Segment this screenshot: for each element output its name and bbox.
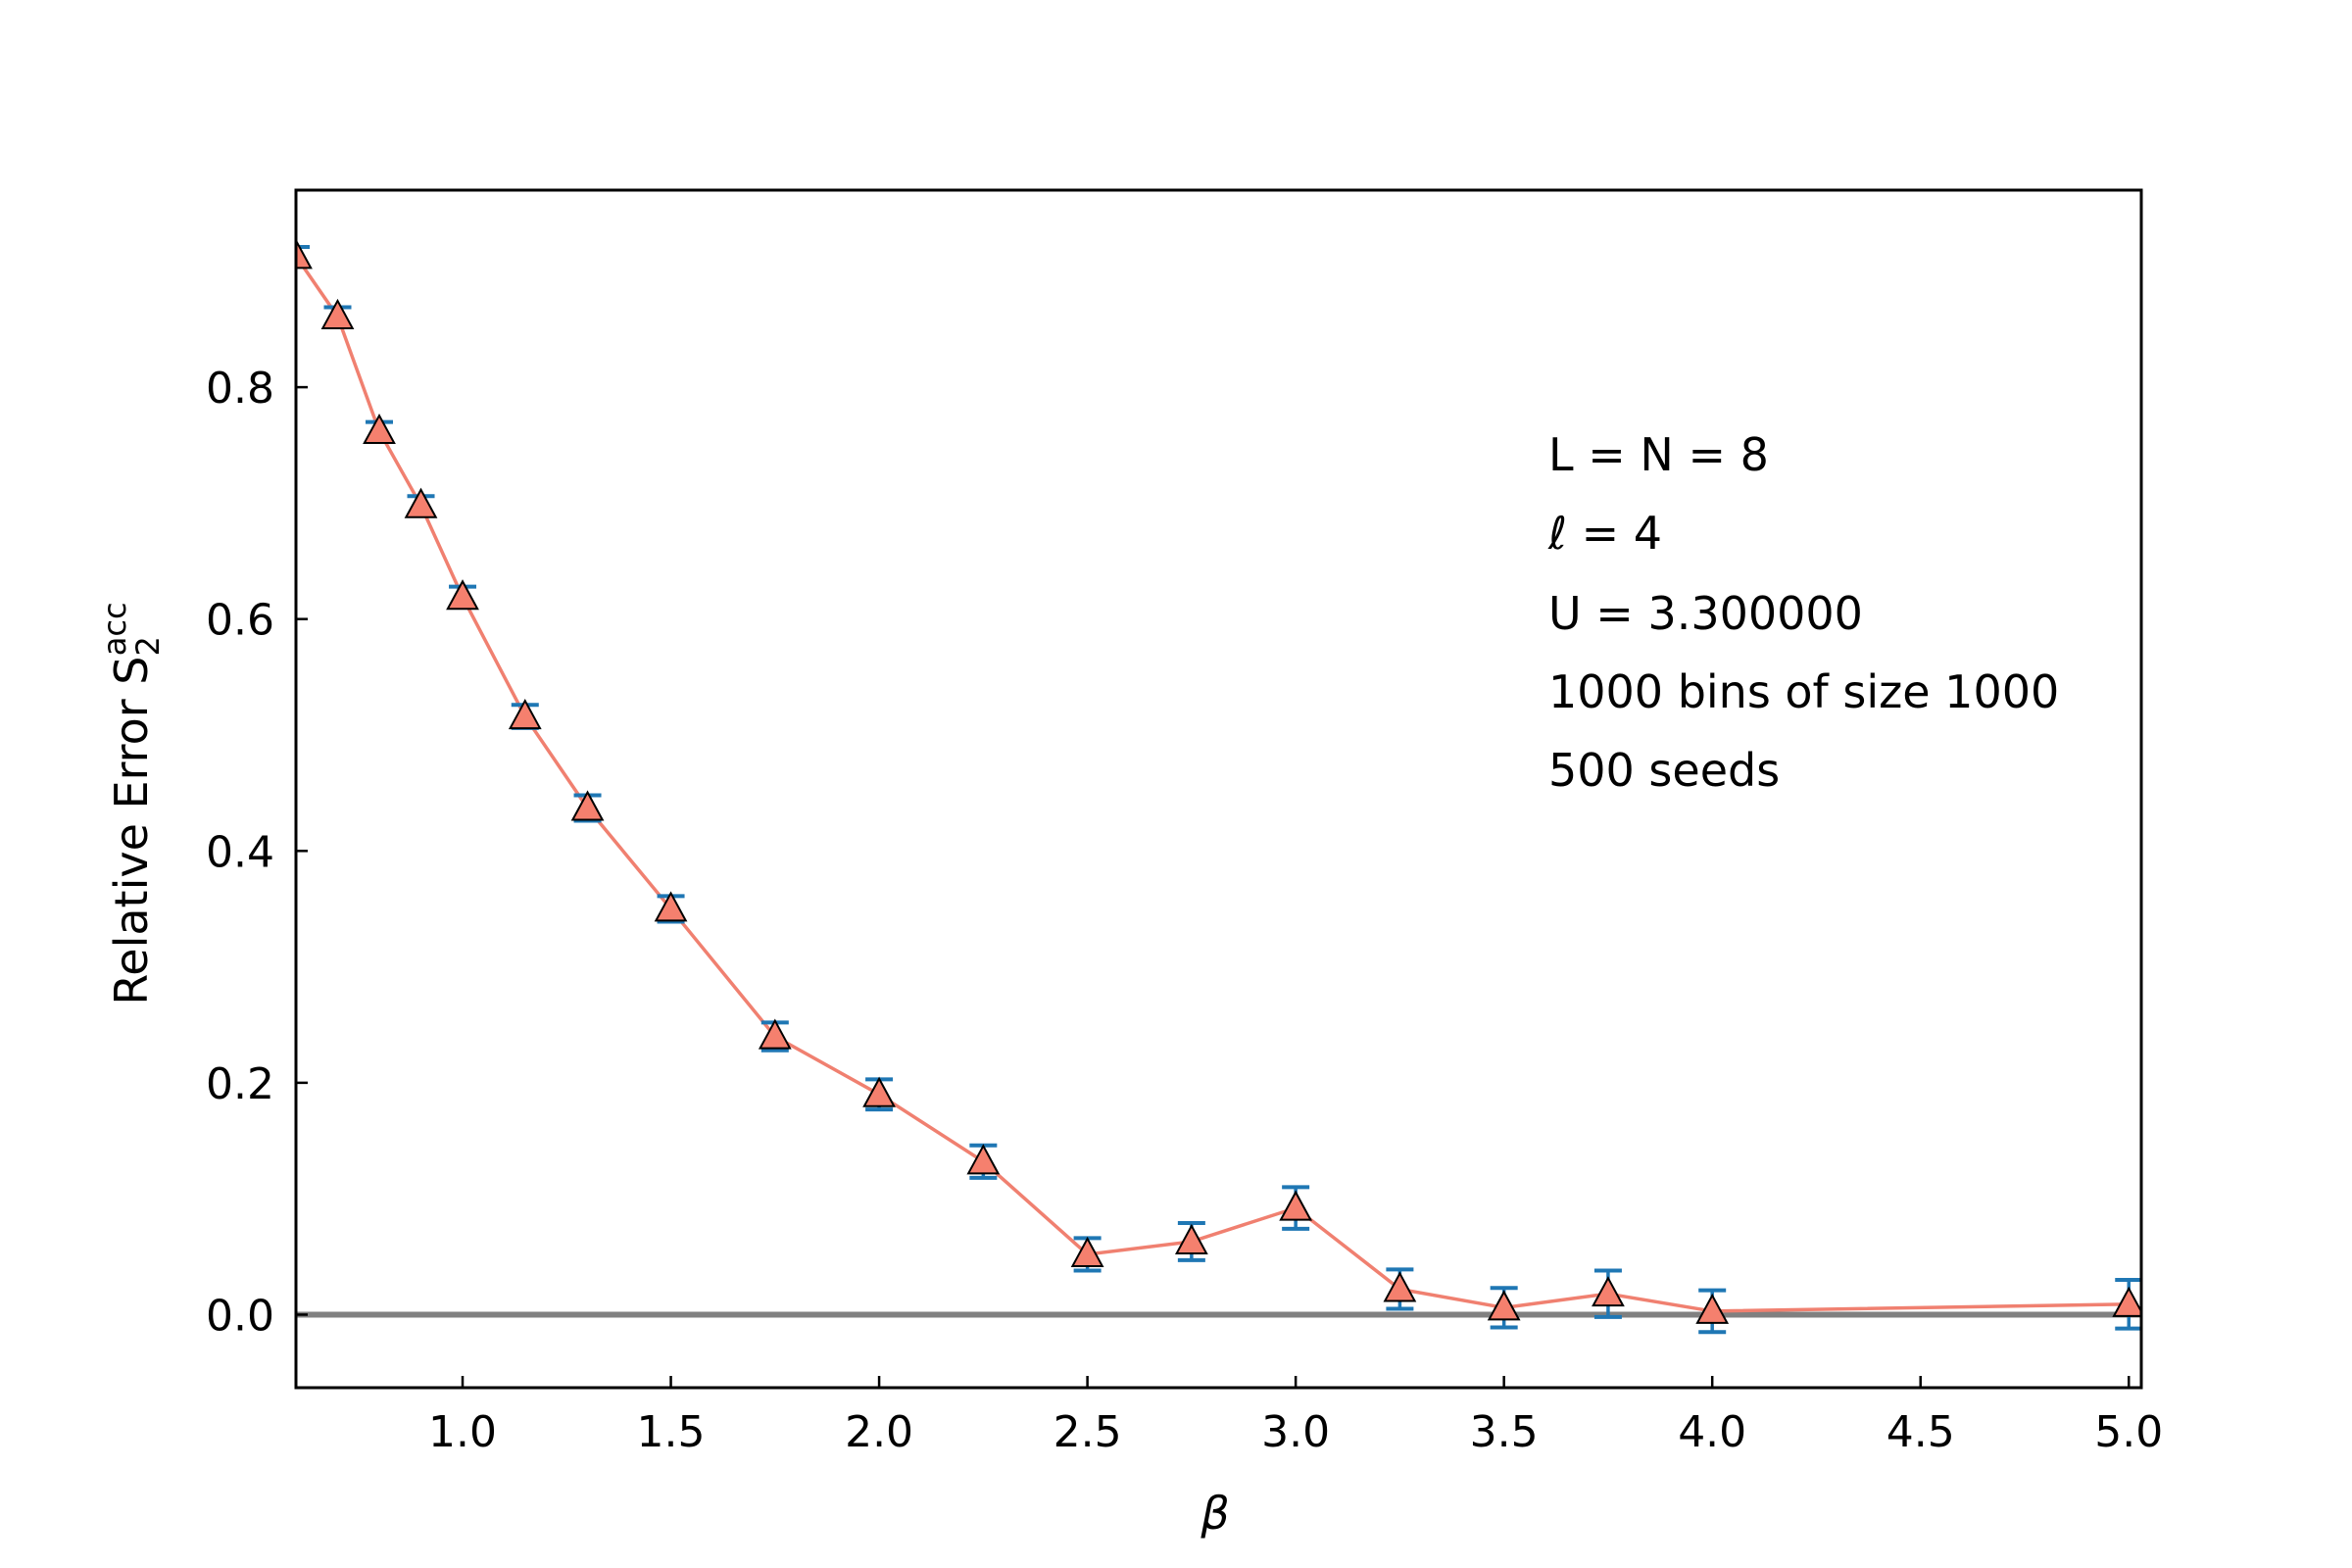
plot-area <box>296 238 2141 1335</box>
data-point <box>1487 1290 1521 1321</box>
x-tick-label: 4.0 <box>1678 1407 1746 1457</box>
data-point <box>966 1144 1001 1175</box>
data-point <box>654 891 688 922</box>
annotation-bins: 1000 bins of size 1000 <box>1548 665 2059 718</box>
plot-frame <box>294 188 2143 1390</box>
y-axis-label: Relative Error S2acc <box>96 602 167 1004</box>
data-point <box>296 238 313 270</box>
data-point <box>446 579 479 611</box>
x-tick-label: 2.0 <box>845 1407 913 1457</box>
y-axis-label-superscript: acc <box>96 602 133 656</box>
y-tick-label: 0.8 <box>206 364 274 414</box>
data-point <box>2112 1286 2141 1317</box>
data-point <box>862 1076 896 1107</box>
data-point <box>320 298 355 329</box>
annotation-block: L = N = 8 ℓ = 4 U = 3.300000 1000 bins o… <box>1547 428 2059 797</box>
x-tick-label: 3.5 <box>1470 1407 1539 1457</box>
data-point <box>1279 1190 1313 1221</box>
x-axis: 1.0 1.5 2.0 2.5 3.0 3.5 4.0 4.5 5.0 <box>428 1376 2163 1457</box>
y-tick-label: 0.2 <box>206 1059 274 1109</box>
y-axis: 0.0 0.2 0.4 0.6 0.8 <box>206 364 308 1341</box>
data-point <box>1695 1293 1730 1324</box>
data-point <box>758 1018 792 1050</box>
y-tick-label: 0.6 <box>206 596 274 646</box>
annotation-seeds: 500 seeds <box>1548 744 1780 797</box>
x-tick-label: 2.5 <box>1054 1407 1122 1457</box>
x-tick-label: 1.5 <box>637 1407 706 1457</box>
data-point <box>1070 1236 1104 1267</box>
data-point <box>404 487 438 518</box>
x-tick-label: 4.5 <box>1886 1407 1955 1457</box>
data-point <box>1592 1276 1625 1307</box>
y-tick-label: 0.0 <box>206 1291 274 1341</box>
data-point <box>1174 1223 1208 1254</box>
x-tick-label: 3.0 <box>1261 1407 1330 1457</box>
annotation-system-size: L = N = 8 <box>1548 428 1769 481</box>
y-tick-label: 0.4 <box>206 827 274 877</box>
x-axis-label: β <box>1200 1487 1229 1540</box>
annotation-interaction: U = 3.300000 <box>1548 587 1863 640</box>
x-tick-label: 5.0 <box>2094 1407 2163 1457</box>
x-tick-label: 1.0 <box>428 1407 497 1457</box>
data-point <box>570 790 605 821</box>
annotation-subsystem: ℓ = 4 <box>1547 507 1662 560</box>
y-axis-label-subscript: 2 <box>129 636 167 656</box>
data-point <box>363 413 396 445</box>
data-point <box>508 698 542 730</box>
y-axis-label-base: Relative Error S <box>105 657 158 1005</box>
data-point <box>1383 1271 1417 1302</box>
